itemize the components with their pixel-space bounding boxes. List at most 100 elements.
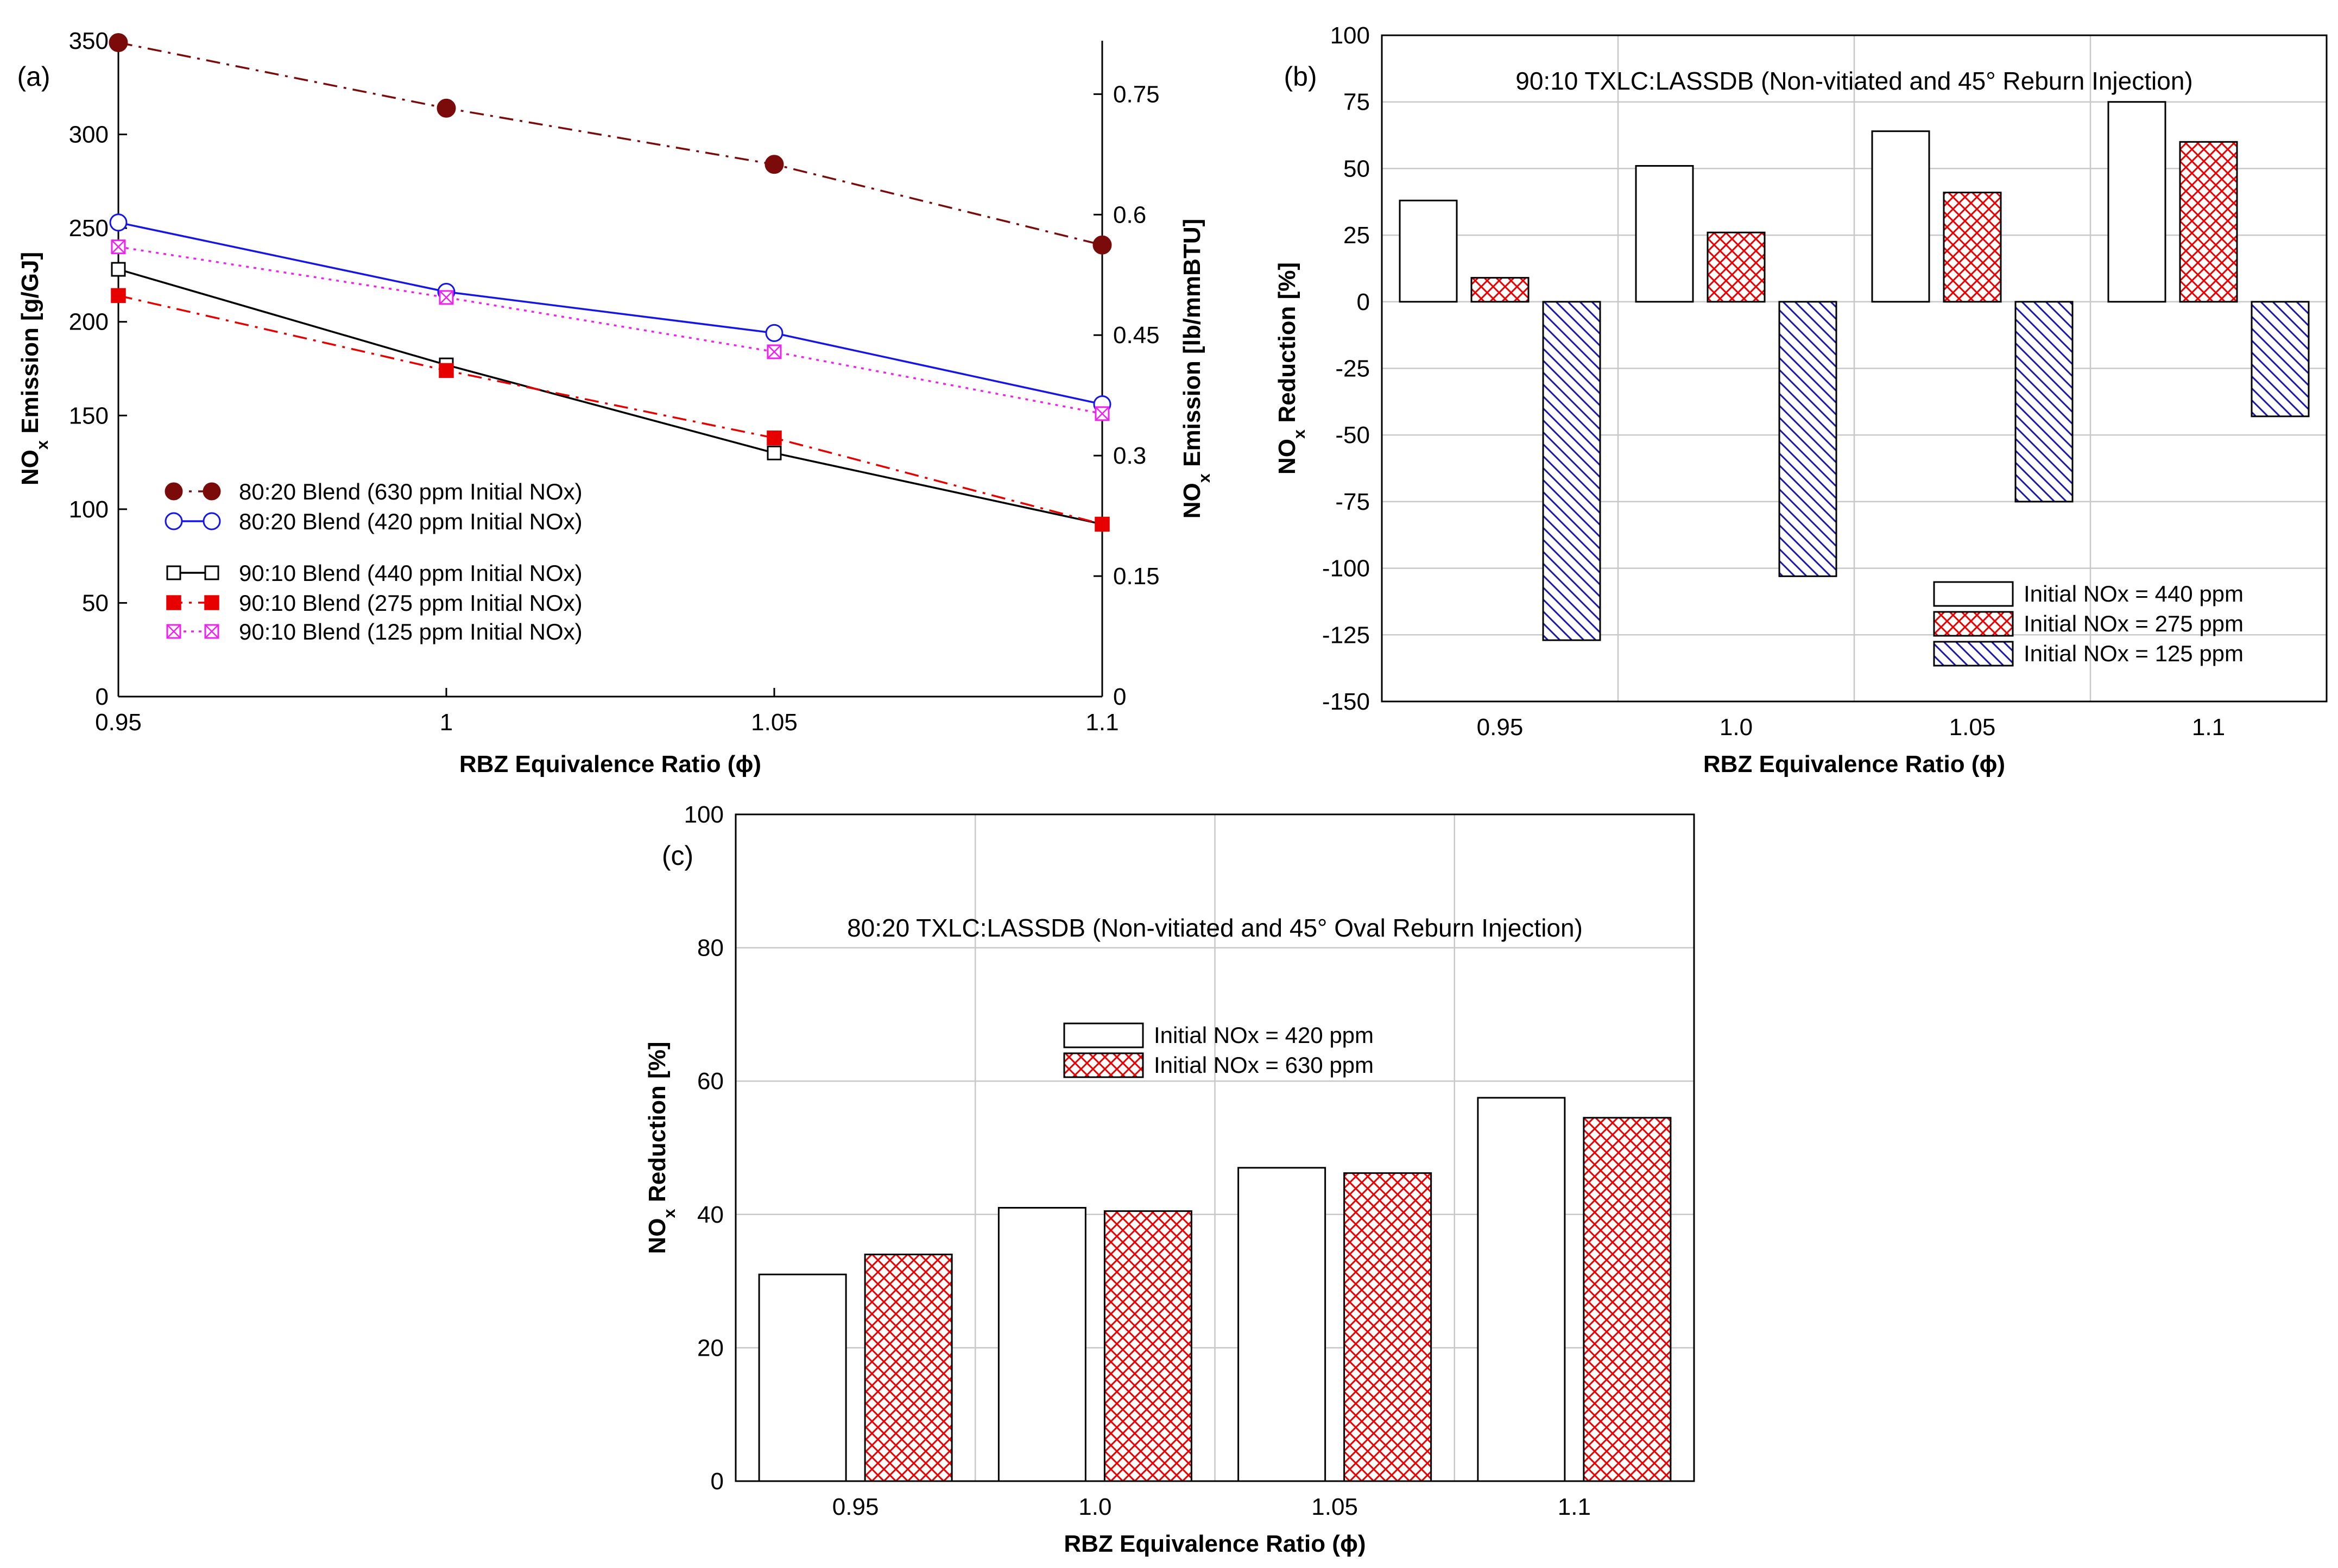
series-line-5	[118, 245, 1103, 415]
x-axis-title: RBZ Equivalence Ratio (ϕ)	[459, 751, 761, 777]
y-tick-label: 100	[69, 496, 109, 523]
bar	[1583, 1117, 1672, 1482]
y-tick-label: 50	[1343, 155, 1370, 182]
panel-a-chart: 0 50 100 150 200 250 300 350 0 0.15 0.3 0.45 0.6 0.75…	[17, 28, 1214, 777]
plot-frame	[1381, 34, 2328, 703]
bar	[864, 1253, 953, 1482]
series-line-4	[118, 294, 1103, 526]
data-point	[439, 290, 454, 305]
x-tick-label: 1.1	[2192, 714, 2225, 741]
y-tick-label: -100	[1322, 555, 1370, 582]
legend-label: 90:10 Blend (275 ppm Initial NOx)	[239, 590, 583, 616]
y-tick-label: -150	[1322, 688, 1370, 715]
legend-marker	[204, 595, 219, 610]
x-axis-title: RBZ Equivalence Ratio (ϕ)	[1064, 1531, 1366, 1557]
legend-swatch	[1933, 581, 2014, 607]
legend-marker	[165, 482, 183, 501]
marker-cross	[167, 624, 181, 638]
panel-label: (a)	[17, 61, 50, 92]
legend-label: 90:10 Blend (440 ppm Initial NOx)	[239, 560, 583, 586]
marker-cross	[439, 290, 453, 305]
legend-marker	[166, 624, 181, 639]
legend-swatch	[1063, 1052, 1144, 1078]
bar	[758, 1273, 847, 1482]
y-tick-label: -50	[1335, 422, 1370, 448]
y2-tick-label: 0.45	[1113, 322, 1160, 349]
bar	[2014, 301, 2074, 503]
x-tick-label: 1.05	[1949, 714, 1996, 741]
y-tick-label: 40	[697, 1202, 724, 1228]
series-line-2	[118, 222, 1103, 406]
data-point	[767, 445, 782, 460]
legend-marker	[166, 565, 181, 580]
x-tick-label: 0.95	[832, 1494, 879, 1520]
series-line-1	[118, 41, 1103, 246]
y-tick-label: -25	[1335, 356, 1370, 382]
legend-label: Initial NOx = 125 ppm	[2024, 641, 2244, 666]
y-tick-label: 250	[69, 215, 109, 242]
y2-tick-label: 0	[1113, 684, 1126, 710]
y-tick-label: 350	[69, 28, 109, 54]
x-tick-label: 1.1	[1558, 1494, 1591, 1520]
x-tick-label: 1.1	[1085, 709, 1119, 736]
y-tick-label: 0	[1357, 289, 1370, 315]
legend-marker	[203, 482, 221, 501]
bar	[1635, 165, 1694, 303]
data-point	[1095, 406, 1110, 421]
plot-frame	[735, 813, 1695, 1482]
bar	[2179, 141, 2238, 303]
legend-marker	[166, 595, 181, 610]
series-line-3	[118, 268, 1103, 526]
x-axis-title: RBZ Equivalence Ratio (ϕ)	[1703, 751, 2005, 777]
y-tick-label: 25	[1343, 222, 1370, 249]
legend-label: 90:10 Blend (125 ppm Initial NOx)	[239, 619, 583, 644]
data-point	[764, 155, 784, 174]
bar	[1778, 301, 1837, 577]
data-point	[437, 98, 456, 118]
bar	[1477, 1097, 1566, 1482]
x-tick-label: 1	[440, 709, 453, 736]
data-point	[765, 324, 783, 342]
legend-swatch	[1933, 611, 2014, 637]
panel-label: (b)	[1284, 61, 1317, 92]
y-tick-label: 80	[697, 935, 724, 962]
legend-label: 80:20 Blend (420 ppm Initial NOx)	[239, 509, 583, 534]
bar	[2251, 301, 2310, 418]
legend-marker	[203, 512, 221, 530]
chart-title: 90:10 TXLC:LASSDB (Non-vitiated and 45° …	[1515, 67, 2192, 95]
legend-marker	[204, 624, 219, 639]
y2-tick-label: 0.3	[1113, 442, 1146, 469]
legend-label: Initial NOx = 275 ppm	[2024, 611, 2244, 636]
data-point	[111, 239, 126, 255]
bar	[1237, 1167, 1326, 1482]
bar	[1470, 277, 1530, 303]
panel-b-chart: 0.95 1.0 1.05 1.1 -150 -125 -100 -75 -50 -25 0 25 50…	[1274, 22, 2328, 777]
y-tick-label: 100	[1330, 22, 1370, 49]
marker-cross	[111, 239, 125, 254]
y-axis-title: NOx Emission [g/GJ]	[17, 252, 52, 485]
bar	[1871, 130, 1930, 303]
data-point	[109, 213, 128, 232]
y2-axis-title: NOx Emission [lb/mmBTU]	[1179, 219, 1214, 519]
legend-swatch	[1933, 641, 2014, 667]
y-tick-label: 100	[684, 801, 724, 828]
y-tick-label: 200	[69, 309, 109, 336]
x-tick-label: 1.0	[1720, 714, 1753, 741]
data-point	[767, 430, 782, 446]
legend-marker	[165, 512, 183, 530]
data-point	[111, 288, 126, 304]
marker-cross	[1095, 406, 1109, 421]
legend-marker	[204, 565, 219, 580]
y-tick-label: -75	[1335, 489, 1370, 515]
y-axis-title: NOx Reduction [%]	[1274, 262, 1309, 475]
bar	[1943, 192, 2002, 303]
data-point	[111, 262, 126, 277]
bar	[1103, 1210, 1192, 1482]
data-point	[767, 344, 782, 359]
bar	[1542, 301, 1601, 641]
data-point	[1095, 516, 1110, 532]
legend-label: Initial NOx = 630 ppm	[1154, 1052, 1374, 1078]
legend-swatch	[1063, 1022, 1144, 1048]
y-tick-label: 60	[697, 1068, 724, 1095]
x-tick-label: 0.95	[1477, 714, 1524, 741]
